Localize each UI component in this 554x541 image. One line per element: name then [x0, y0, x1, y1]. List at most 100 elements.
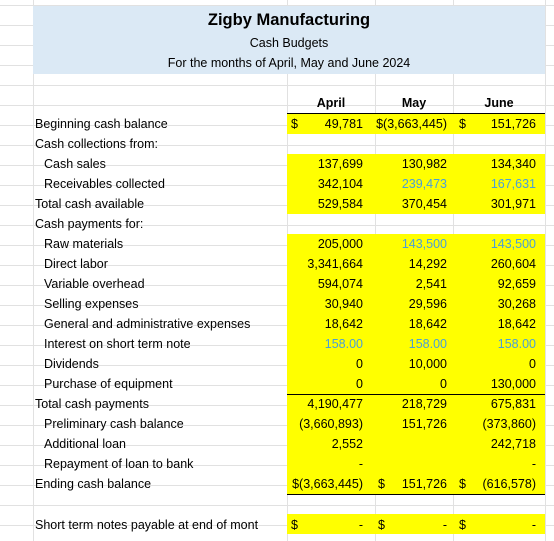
gridline-horizontal: [0, 425, 554, 426]
value-cell[interactable]: 18,642: [497, 317, 536, 331]
row-label[interactable]: Raw materials: [44, 237, 124, 251]
currency-symbol: $: [378, 518, 385, 532]
gridline-horizontal: [0, 185, 554, 186]
column-header-april[interactable]: April: [316, 96, 346, 110]
gridline-horizontal: [0, 85, 554, 86]
row-label[interactable]: Total cash payments: [35, 397, 149, 411]
table-row: Selling expenses 30,940 29,596 30,268: [0, 294, 554, 314]
value-cell[interactable]: $(3,663,445): [376, 117, 447, 131]
value-cell[interactable]: 342,104: [317, 177, 363, 191]
row-label[interactable]: Interest on short term note: [44, 337, 191, 351]
value-cell[interactable]: -: [531, 518, 536, 532]
value-cell[interactable]: 0: [440, 377, 447, 391]
table-row: Repayment of loan to bank - -: [0, 454, 554, 474]
value-cell[interactable]: -: [358, 518, 363, 532]
row-label[interactable]: Purchase of equipment: [44, 377, 173, 391]
value-cell[interactable]: 137,699: [317, 157, 363, 171]
row-label[interactable]: Selling expenses: [44, 297, 139, 311]
value-cell[interactable]: 130,982: [401, 157, 447, 171]
value-cell[interactable]: 18,642: [408, 317, 447, 331]
value-cell[interactable]: 594,074: [317, 277, 363, 291]
value-cell[interactable]: 205,000: [317, 237, 363, 251]
report-subtitle: Cash Budgets: [249, 36, 329, 50]
gridline-horizontal: [0, 365, 554, 366]
row-label[interactable]: Preliminary cash balance: [44, 417, 184, 431]
value-cell[interactable]: (373,860): [482, 417, 536, 431]
value-cell[interactable]: 158.00: [324, 337, 363, 351]
row-label[interactable]: Cash payments for:: [35, 217, 144, 231]
value-cell[interactable]: 242,718: [490, 437, 536, 451]
value-cell[interactable]: 0: [529, 357, 536, 371]
column-header-may[interactable]: May: [401, 96, 427, 110]
value-cell[interactable]: 151,726: [490, 117, 536, 131]
row-label[interactable]: Receivables collected: [44, 177, 165, 191]
value-cell[interactable]: 167,631: [490, 177, 536, 191]
gridline-horizontal: [0, 225, 554, 226]
row-label[interactable]: Short term notes payable at end of mont: [35, 518, 259, 532]
row-label[interactable]: Direct labor: [44, 257, 108, 271]
column-header-june[interactable]: June: [484, 96, 514, 110]
value-cell[interactable]: 49,781: [324, 117, 363, 131]
value-cell[interactable]: -: [531, 457, 536, 471]
value-cell[interactable]: 130,000: [490, 377, 536, 391]
total-border: [287, 494, 545, 495]
currency-symbol: $: [378, 477, 385, 491]
report-period: For the months of April, May and June 20…: [167, 56, 411, 70]
value-cell[interactable]: 143,500: [401, 237, 447, 251]
value-cell[interactable]: 18,642: [324, 317, 363, 331]
gridline-horizontal: [0, 105, 554, 106]
row-label[interactable]: Cash collections from:: [35, 137, 158, 151]
value-cell[interactable]: 260,604: [490, 257, 536, 271]
value-cell[interactable]: $(3,663,445): [292, 477, 363, 491]
value-cell[interactable]: 529,584: [317, 197, 363, 211]
value-cell[interactable]: 92,659: [497, 277, 536, 291]
gridline-horizontal: [0, 285, 554, 286]
value-cell[interactable]: 14,292: [408, 257, 447, 271]
value-cell[interactable]: 158.00: [408, 337, 447, 351]
row-label[interactable]: Dividends: [44, 357, 99, 371]
value-cell[interactable]: 3,341,664: [307, 257, 363, 271]
value-cell[interactable]: 4,190,477: [307, 397, 363, 411]
value-cell[interactable]: 2,541: [415, 277, 447, 291]
value-cell[interactable]: 239,473: [401, 177, 447, 191]
value-cell[interactable]: 30,268: [497, 297, 536, 311]
value-cell[interactable]: 675,831: [490, 397, 536, 411]
value-cell[interactable]: (3,660,893): [299, 417, 363, 431]
row-label[interactable]: Beginning cash balance: [35, 117, 168, 131]
value-cell[interactable]: 370,454: [401, 197, 447, 211]
gridline-horizontal: [0, 405, 554, 406]
value-cell[interactable]: 158.00: [497, 337, 536, 351]
value-cell[interactable]: 2,552: [331, 437, 363, 451]
gridline-vertical: [33, 0, 34, 541]
value-cell[interactable]: 218,729: [401, 397, 447, 411]
row-label[interactable]: Cash sales: [44, 157, 106, 171]
table-row: Beginning cash balance $49,781 $(3,663,445…: [0, 114, 554, 134]
value-cell[interactable]: 143,500: [490, 237, 536, 251]
header-underline: [287, 113, 545, 114]
value-cell[interactable]: (616,578): [482, 477, 536, 491]
value-cell[interactable]: 301,971: [490, 197, 536, 211]
value-cell[interactable]: 134,340: [490, 157, 536, 171]
gridline-horizontal: [0, 505, 554, 506]
gridline-horizontal: [0, 345, 554, 346]
row-label[interactable]: Total cash available: [35, 197, 145, 211]
value-cell[interactable]: 0: [356, 377, 363, 391]
table-row: Direct labor 3,341,664 14,292 260,604: [0, 254, 554, 274]
row-label[interactable]: General and administrative expenses: [44, 317, 251, 331]
value-cell[interactable]: -: [442, 518, 447, 532]
value-cell[interactable]: 0: [356, 357, 363, 371]
value-cell[interactable]: 151,726: [401, 477, 447, 491]
row-label[interactable]: Repayment of loan to bank: [44, 457, 194, 471]
row-label[interactable]: Variable overhead: [44, 277, 145, 291]
value-cell[interactable]: 10,000: [408, 357, 447, 371]
value-cell[interactable]: -: [358, 457, 363, 471]
value-cell[interactable]: 29,596: [408, 297, 447, 311]
value-cell[interactable]: 151,726: [401, 417, 447, 431]
table-row: Cash collections from:: [0, 134, 554, 154]
value-cell[interactable]: 30,940: [324, 297, 363, 311]
row-label[interactable]: Additional loan: [44, 437, 127, 451]
table-row: Interest on short term note 158.00 158.00 1…: [0, 334, 554, 354]
row-label[interactable]: Ending cash balance: [35, 477, 152, 491]
table-row: Additional loan 2,552 242,718: [0, 434, 554, 454]
yellow-highlight: [287, 234, 545, 494]
